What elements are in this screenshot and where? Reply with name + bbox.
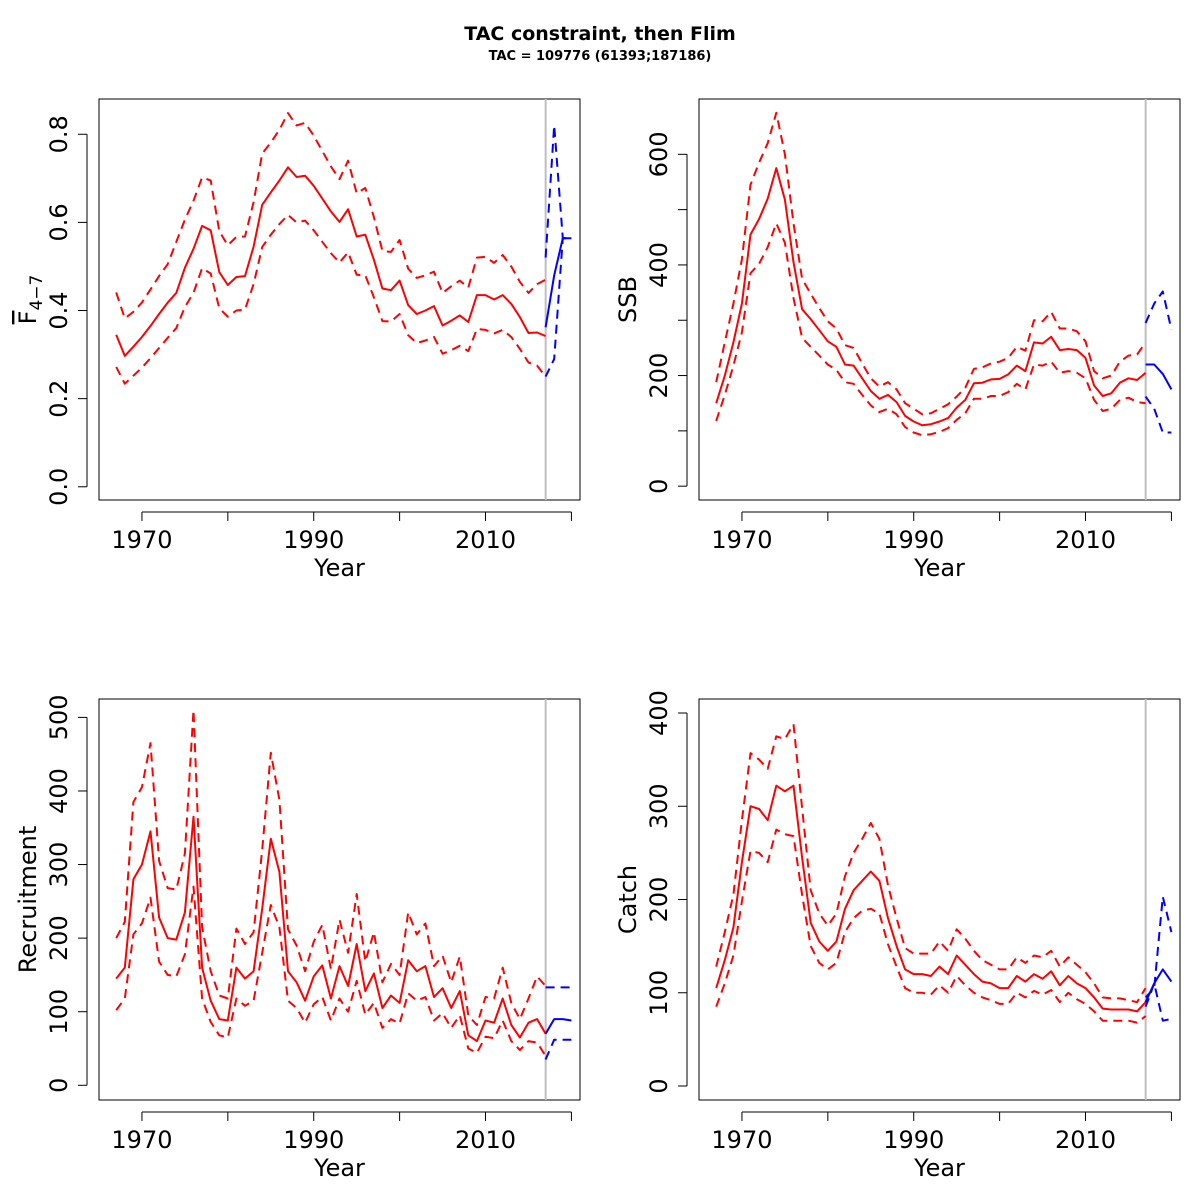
y-axis-label: Catch [614,865,642,934]
x-tick-label: 1970 [111,526,172,554]
x-tick-label: 2010 [1055,526,1116,554]
y-tick-label: 0.0 [45,468,73,506]
y-tick-label: 400 [645,242,673,288]
forecast-estimate-line [1145,363,1173,390]
y-axis-label-sub: 4−7 [27,275,47,311]
y-tick-label: 100 [645,970,673,1016]
historic-estimate-line [115,166,546,357]
y-tick-label: 400 [645,690,673,736]
x-axis-label: Year [313,554,365,582]
y-tick-label: 200 [45,915,73,961]
y-axis-label: SSB [614,276,642,323]
plot-frame [98,698,581,1101]
x-tick-label: 2010 [1055,1126,1116,1154]
historic-estimate-line [715,784,1147,1013]
y-tick-label: 400 [45,768,73,814]
forecast-lower-line [544,1038,572,1060]
y-tick-label: 500 [45,694,73,740]
y-tick-label: 200 [645,877,673,923]
y-tick-label: 0 [645,1078,673,1093]
y-tick-label: 300 [645,783,673,829]
x-tick-label: 2010 [455,1126,516,1154]
historic-upper-line [715,111,1147,416]
forecast-estimate-line [1144,968,1173,1003]
y-tick-label: 300 [45,842,73,888]
plot-frame [698,698,1181,1101]
historic-upper-line [115,112,547,320]
y-tick-label: 0.4 [45,291,73,329]
x-tick-label: 1970 [711,1126,772,1154]
y-tick-label: 0.2 [45,380,73,418]
x-axis-label: Year [913,554,965,582]
y-axis-label-main: Catch [614,865,642,934]
y-axis-label: F4−7 [14,275,47,325]
x-axis-label: Year [313,1154,365,1182]
x-tick-label: 2010 [455,526,516,554]
y-axis-label: Recruitment [14,826,42,973]
y-axis-label-main: F [14,311,42,325]
historic-estimate-line [715,167,1147,427]
forecast-upper-line [1144,895,1173,999]
historic-lower-line [115,885,547,1057]
y-tick-label: 0 [645,479,673,494]
historic-lower-line [715,828,1147,1024]
panel-f-bar: 1970 1990 2010 Year 0.0 0.2 0.4 0.6 0.8 F4−7 [14,98,581,582]
figure-title: TAC constraint, then Flim [464,23,736,45]
forecast-estimate-line [544,237,572,328]
x-tick-label: 1990 [283,526,344,554]
x-tick-label: 1990 [883,526,944,554]
figure-subtitle: TAC = 109776 (61393;187186) [489,49,712,64]
y-axis-label-main: SSB [614,276,642,323]
panel-recruitment: 1970 1990 2010 Year 0 100 200 300 400 500 Recruitm… [14,694,581,1182]
y-axis-label-main: Recruitment [14,826,42,973]
x-axis-label: Year [913,1154,965,1182]
historic-lower-line [115,213,547,385]
forecast-lower-line [544,237,572,378]
forecast-upper-line [1144,290,1173,330]
panel-ssb: 1970 1990 2010 Year 0 200 400 600 SSB [614,98,1181,582]
y-tick-label: 0 [45,1078,73,1093]
forecast-lower-line [1144,982,1172,1022]
x-tick-label: 1970 [111,1126,172,1154]
x-tick-label: 1970 [711,526,772,554]
y-tick-label: 600 [645,131,673,177]
historic-upper-line [715,723,1147,1004]
historic-upper-line [115,709,547,1026]
panel-catch: 1970 1990 2010 Year 0 100 200 300 400 Catch [614,690,1181,1182]
x-tick-label: 1990 [883,1126,944,1154]
historic-lower-line [715,222,1146,437]
plot-frame [98,98,581,501]
plot-frame [698,98,1181,501]
historic-estimate-line [115,815,547,1043]
forecast-lower-line [1144,396,1172,434]
y-tick-label: 100 [45,989,73,1035]
forecast-estimate-line [544,1018,572,1035]
y-tick-label: 0.6 [45,203,73,241]
y-tick-label: 0.8 [45,115,73,153]
y-tick-label: 200 [645,353,673,399]
forecast-upper-line [544,124,572,258]
x-tick-label: 1990 [283,1126,344,1154]
